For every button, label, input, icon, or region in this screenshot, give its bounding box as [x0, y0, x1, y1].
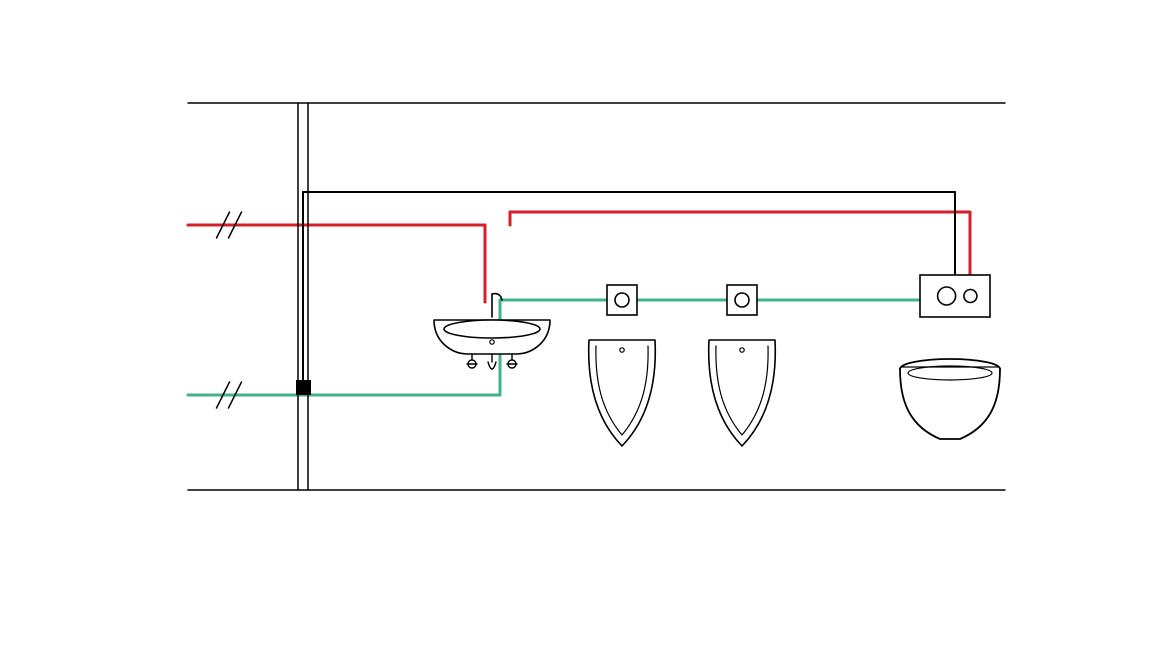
plumbing-diagram [0, 0, 1170, 660]
junction-box [296, 380, 311, 395]
